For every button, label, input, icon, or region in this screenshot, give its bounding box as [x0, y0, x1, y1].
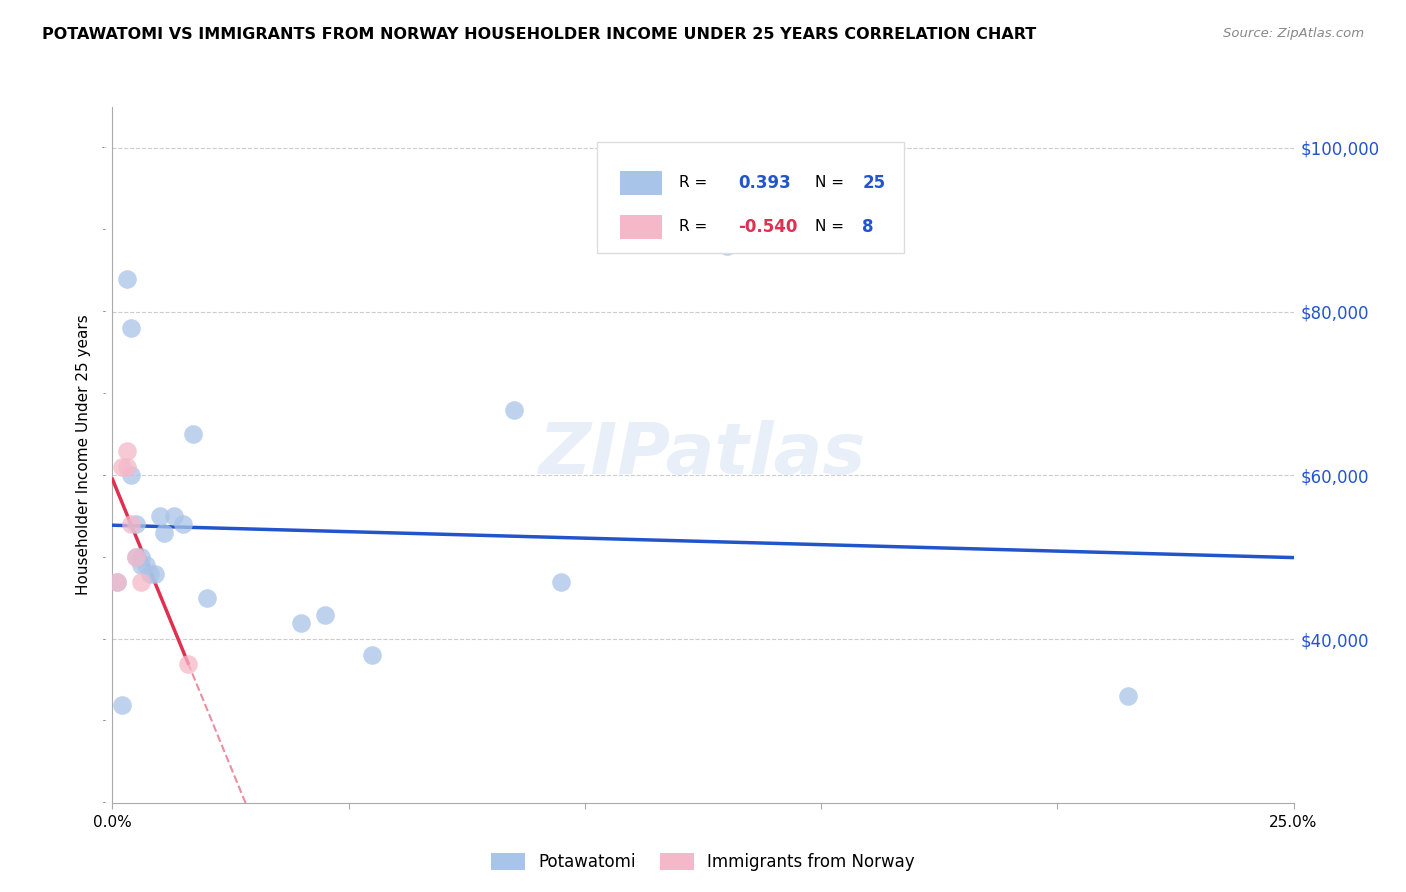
Point: [115, 460, 138, 475]
Text: R =: R =: [679, 176, 707, 190]
Point: [120, 517, 142, 532]
Point: [125, 550, 148, 565]
Bar: [620, 215, 662, 239]
Point: [503, 403, 526, 417]
Point: [105, 574, 128, 589]
Point: [716, 239, 738, 253]
Point: [163, 509, 186, 524]
Legend: Potawatomi, Immigrants from Norway: Potawatomi, Immigrants from Norway: [485, 847, 921, 878]
Text: Source: ZipAtlas.com: Source: ZipAtlas.com: [1223, 27, 1364, 40]
Point: [129, 574, 152, 589]
Text: N =: N =: [815, 219, 844, 235]
Y-axis label: Householder Income Under 25 years: Householder Income Under 25 years: [76, 315, 91, 595]
Text: 25: 25: [862, 174, 886, 192]
Point: [129, 550, 152, 565]
FancyBboxPatch shape: [596, 142, 904, 253]
Point: [1116, 690, 1139, 704]
Text: 0.393: 0.393: [738, 174, 792, 192]
Point: [314, 607, 336, 622]
Point: [153, 525, 176, 540]
Point: [125, 517, 148, 532]
Point: [129, 558, 152, 573]
Point: [195, 591, 218, 606]
Point: [115, 272, 138, 286]
Point: [149, 509, 172, 524]
Point: [139, 566, 162, 581]
Point: [105, 574, 128, 589]
Text: 8: 8: [862, 218, 875, 235]
Point: [177, 657, 200, 671]
Point: [172, 517, 194, 532]
Text: R =: R =: [679, 219, 707, 235]
Point: [290, 615, 312, 630]
Text: ZIPatlas: ZIPatlas: [540, 420, 866, 490]
Point: [115, 443, 138, 458]
Point: [135, 558, 157, 573]
Point: [125, 550, 148, 565]
Point: [143, 566, 166, 581]
Point: [550, 574, 572, 589]
Point: [111, 698, 134, 712]
Point: [120, 321, 142, 335]
Point: [361, 648, 384, 663]
Point: [111, 460, 134, 475]
Point: [120, 468, 142, 483]
Bar: [620, 170, 662, 195]
Text: POTAWATOMI VS IMMIGRANTS FROM NORWAY HOUSEHOLDER INCOME UNDER 25 YEARS CORRELATI: POTAWATOMI VS IMMIGRANTS FROM NORWAY HOU…: [42, 27, 1036, 42]
Point: [181, 427, 204, 442]
Text: N =: N =: [815, 176, 844, 190]
Text: -0.540: -0.540: [738, 218, 797, 235]
